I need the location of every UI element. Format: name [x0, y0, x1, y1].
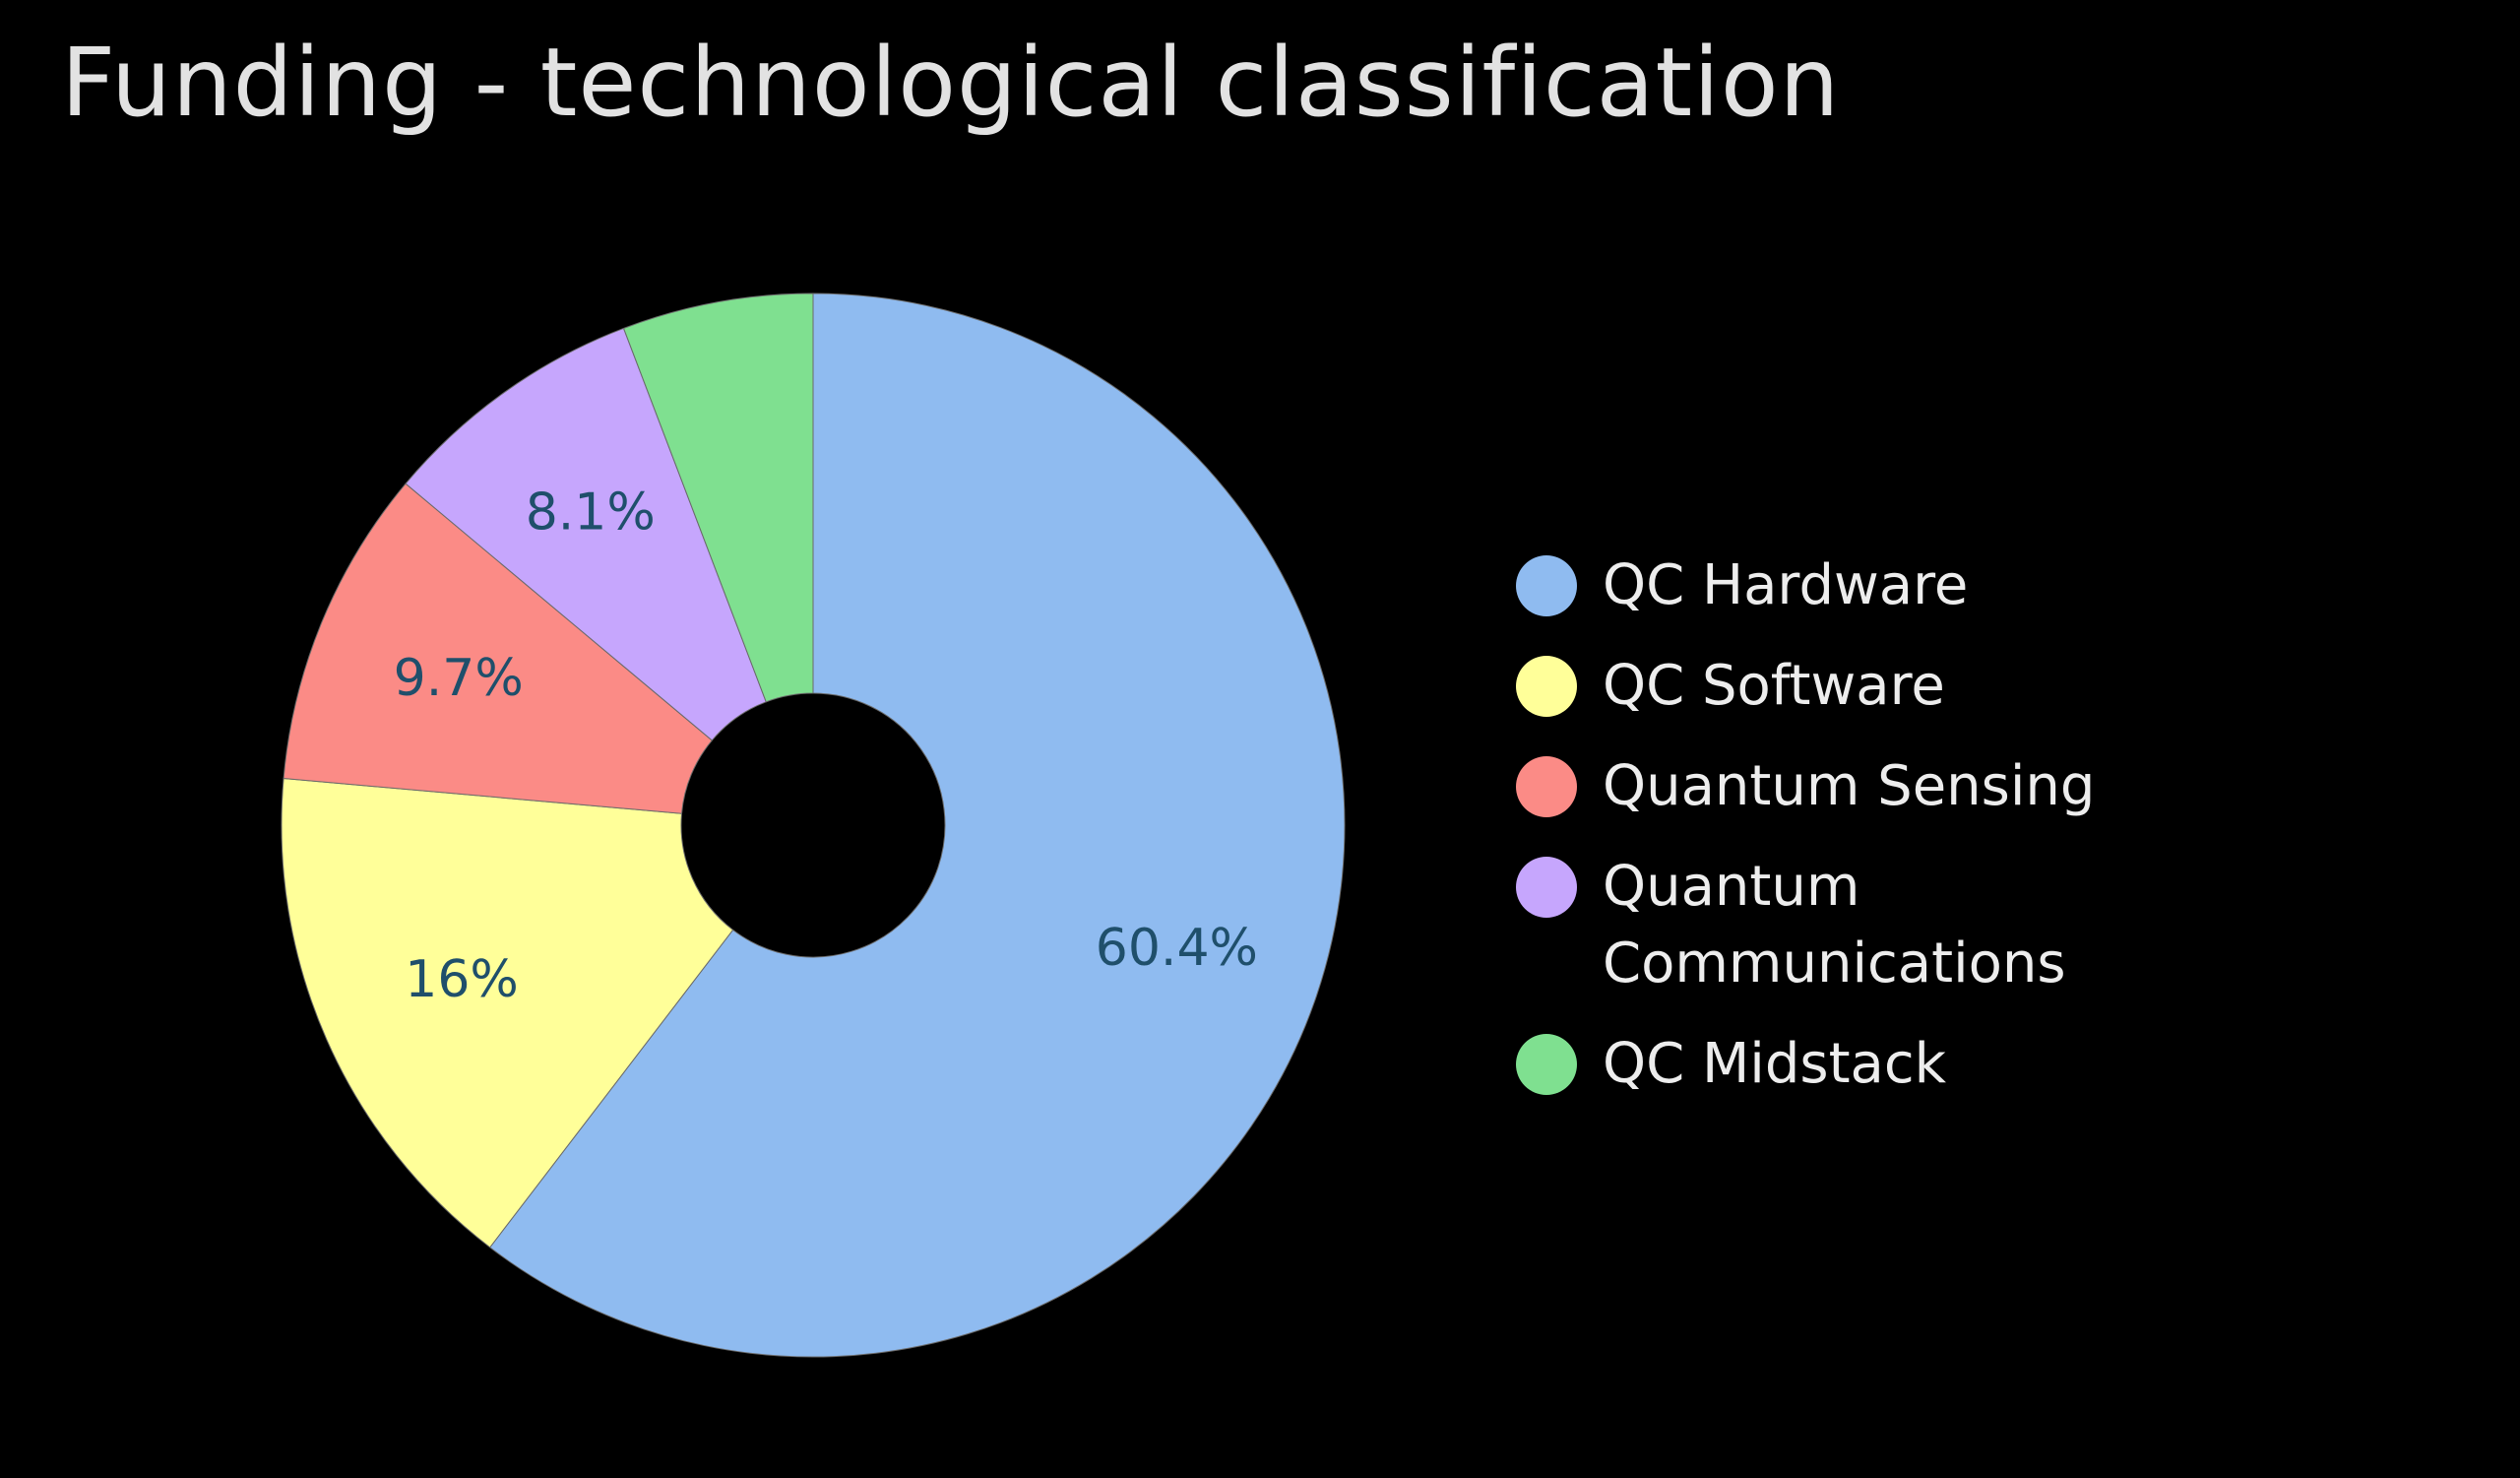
legend-swatch-icon — [1516, 756, 1577, 817]
legend-item-qc-software: QC Software — [1516, 648, 2154, 725]
data-label-quantum-communications: 8.1% — [526, 482, 656, 542]
legend-item-qc-hardware: QC Hardware — [1516, 547, 2154, 624]
legend-swatch-icon — [1516, 656, 1577, 717]
legend-label: QC Hardware — [1603, 553, 1969, 617]
chart-legend: QC Hardware QC Software Quantum Sensing Qua… — [1516, 547, 2154, 1126]
legend-label: Quantum Communications — [1603, 855, 2066, 996]
legend-label: QC Software — [1603, 654, 1945, 718]
slice-quantum-sensing — [283, 482, 713, 814]
slice-qc-hardware — [489, 292, 1346, 1358]
data-label-qc-hardware: 60.4% — [1096, 919, 1258, 978]
legend-swatch-icon — [1516, 555, 1577, 616]
slice-quantum-communications — [405, 327, 767, 741]
legend-label: QC Midstack — [1603, 1032, 1947, 1096]
slice-qc-software — [281, 778, 734, 1249]
chart-title: Funding - technological classification — [61, 28, 1841, 138]
legend-item-quantum-communications: Quantum Communications — [1516, 849, 2154, 1002]
slice-qc-midstack — [622, 292, 814, 703]
legend-swatch-icon — [1516, 1034, 1577, 1095]
data-label-quantum-sensing: 9.7% — [394, 649, 524, 708]
legend-item-qc-midstack: QC Midstack — [1516, 1026, 2154, 1103]
legend-swatch-icon — [1516, 857, 1577, 918]
legend-item-quantum-sensing: Quantum Sensing — [1516, 748, 2154, 825]
data-label-qc-software: 16% — [405, 950, 519, 1009]
legend-label: Quantum Sensing — [1603, 754, 2096, 818]
